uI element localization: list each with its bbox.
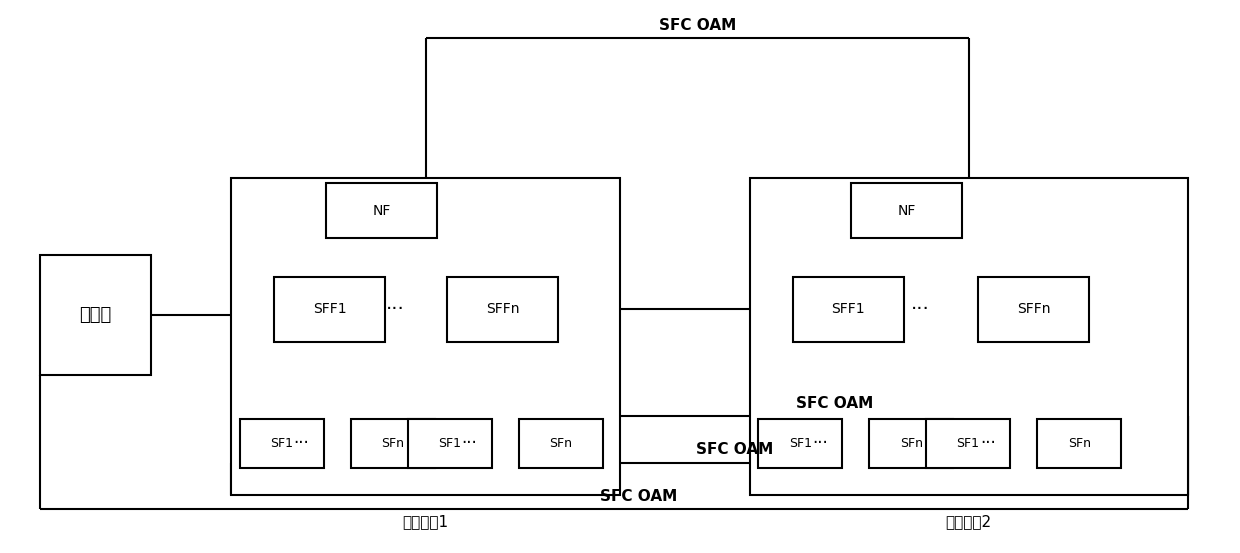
Text: SF1: SF1: [438, 437, 461, 450]
FancyBboxPatch shape: [351, 419, 435, 468]
Text: SFF1: SFF1: [832, 302, 866, 316]
Text: SFC OAM: SFC OAM: [658, 18, 735, 33]
FancyBboxPatch shape: [40, 254, 151, 375]
Text: SF1: SF1: [789, 437, 812, 450]
FancyBboxPatch shape: [448, 276, 558, 342]
Text: SFFn: SFFn: [1017, 302, 1050, 316]
Text: SFn: SFn: [549, 437, 572, 450]
Text: ···: ···: [461, 435, 477, 452]
Text: SFC OAM: SFC OAM: [796, 395, 873, 411]
Text: ···: ···: [294, 435, 310, 452]
Text: SFC OAM: SFC OAM: [600, 489, 677, 504]
FancyBboxPatch shape: [274, 276, 386, 342]
Text: ···: ···: [910, 300, 929, 319]
FancyBboxPatch shape: [1037, 419, 1121, 468]
Text: SFn: SFn: [1068, 437, 1091, 450]
FancyBboxPatch shape: [851, 184, 962, 238]
Text: ···: ···: [386, 300, 404, 319]
Text: 业务节点1: 业务节点1: [403, 515, 449, 530]
Text: ···: ···: [812, 435, 828, 452]
FancyBboxPatch shape: [326, 184, 438, 238]
Text: SFn: SFn: [900, 437, 923, 450]
Text: NF: NF: [898, 204, 915, 218]
Text: SFn: SFn: [382, 437, 404, 450]
FancyBboxPatch shape: [231, 178, 620, 495]
Text: ···: ···: [980, 435, 996, 452]
Text: SF1: SF1: [270, 437, 294, 450]
FancyBboxPatch shape: [408, 419, 491, 468]
FancyBboxPatch shape: [750, 178, 1188, 495]
Text: SFC OAM: SFC OAM: [696, 442, 773, 457]
FancyBboxPatch shape: [518, 419, 603, 468]
Text: NF: NF: [372, 204, 391, 218]
Text: 业务节点2: 业务节点2: [946, 515, 992, 530]
FancyBboxPatch shape: [926, 419, 1011, 468]
Text: SF1: SF1: [956, 437, 980, 450]
Text: SFF1: SFF1: [312, 302, 347, 316]
FancyBboxPatch shape: [239, 419, 324, 468]
FancyBboxPatch shape: [758, 419, 842, 468]
Text: 分类器: 分类器: [79, 306, 112, 324]
FancyBboxPatch shape: [978, 276, 1089, 342]
Text: SFFn: SFFn: [486, 302, 520, 316]
FancyBboxPatch shape: [792, 276, 904, 342]
FancyBboxPatch shape: [869, 419, 954, 468]
